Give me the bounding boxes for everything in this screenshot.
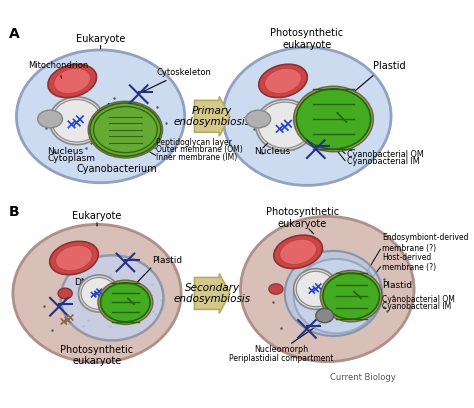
Text: Nucleus: Nucleus <box>254 147 290 156</box>
Text: Mitochondrion: Mitochondrion <box>28 61 88 78</box>
Text: Cytoplasm: Cytoplasm <box>47 154 95 163</box>
Text: Peptidoglycan layer: Peptidoglycan layer <box>156 138 232 147</box>
Text: Periplastidial compartment: Periplastidial compartment <box>229 354 333 363</box>
Ellipse shape <box>100 283 150 322</box>
Ellipse shape <box>17 50 185 183</box>
Ellipse shape <box>255 100 314 151</box>
Text: Photosynthetic
eukaryote: Photosynthetic eukaryote <box>61 345 134 366</box>
Ellipse shape <box>320 271 382 322</box>
Ellipse shape <box>294 268 338 309</box>
Ellipse shape <box>49 97 104 145</box>
FancyArrow shape <box>194 96 230 136</box>
Ellipse shape <box>78 275 119 312</box>
Text: Plastid: Plastid <box>382 281 412 290</box>
Ellipse shape <box>38 110 63 128</box>
FancyArrow shape <box>194 273 230 313</box>
Ellipse shape <box>52 100 101 142</box>
Text: B: B <box>9 205 19 219</box>
Text: Cyanobacterial OM: Cyanobacterial OM <box>347 150 424 159</box>
Ellipse shape <box>61 255 164 340</box>
Ellipse shape <box>294 259 379 333</box>
Text: Endosymbiont-derived
membrane (?): Endosymbiont-derived membrane (?) <box>382 233 469 253</box>
Ellipse shape <box>54 69 91 93</box>
Text: Primary
endosymbiosis: Primary endosymbiosis <box>173 106 251 127</box>
Ellipse shape <box>296 89 371 149</box>
Ellipse shape <box>280 239 316 264</box>
Ellipse shape <box>98 280 153 324</box>
Text: Nucleus: Nucleus <box>47 147 83 156</box>
Ellipse shape <box>294 86 374 152</box>
Text: Outer membrane (OM): Outer membrane (OM) <box>156 146 243 155</box>
Ellipse shape <box>90 103 161 156</box>
Ellipse shape <box>56 246 92 271</box>
Ellipse shape <box>296 271 335 307</box>
Ellipse shape <box>13 224 181 363</box>
Text: A: A <box>9 27 19 41</box>
Text: DNA: DNA <box>74 278 94 290</box>
Ellipse shape <box>323 273 380 319</box>
Ellipse shape <box>48 64 97 98</box>
Text: Nucleomorph: Nucleomorph <box>254 345 308 354</box>
Text: Plastid: Plastid <box>374 61 406 71</box>
Ellipse shape <box>259 64 307 98</box>
Text: Inner membrane (IM): Inner membrane (IM) <box>156 153 237 162</box>
Ellipse shape <box>81 277 117 309</box>
Ellipse shape <box>50 242 98 275</box>
Ellipse shape <box>258 102 311 148</box>
Text: Photosynthetic
eukaryote: Photosynthetic eukaryote <box>266 207 339 229</box>
Ellipse shape <box>274 235 322 268</box>
Text: Eukaryote: Eukaryote <box>76 34 125 44</box>
Text: Current Biology: Current Biology <box>330 373 395 382</box>
Ellipse shape <box>93 106 157 153</box>
Text: DNA: DNA <box>90 103 126 118</box>
Ellipse shape <box>58 288 72 299</box>
Text: Cyanobacterial IM: Cyanobacterial IM <box>347 157 419 166</box>
Text: Host-derived
membrane (?): Host-derived membrane (?) <box>382 253 437 272</box>
Text: Secondary
endosymbiosis: Secondary endosymbiosis <box>173 283 251 304</box>
Ellipse shape <box>269 284 283 294</box>
Text: Plastid: Plastid <box>152 256 182 265</box>
Ellipse shape <box>285 251 382 336</box>
Text: Photosynthetic
eukaryote: Photosynthetic eukaryote <box>270 29 344 50</box>
Text: Eukaryote: Eukaryote <box>73 211 122 222</box>
Ellipse shape <box>316 308 334 323</box>
Ellipse shape <box>240 216 414 361</box>
Ellipse shape <box>223 47 391 185</box>
Ellipse shape <box>88 101 163 158</box>
Ellipse shape <box>265 69 301 93</box>
Text: Cyanobacterial OM: Cyanobacterial OM <box>382 295 455 304</box>
Text: Cyanobacterium: Cyanobacterium <box>76 164 157 175</box>
Text: Cyanobacterial IM: Cyanobacterial IM <box>382 302 451 311</box>
Text: Cytoskeleton: Cytoskeleton <box>144 68 211 91</box>
Ellipse shape <box>246 110 271 128</box>
